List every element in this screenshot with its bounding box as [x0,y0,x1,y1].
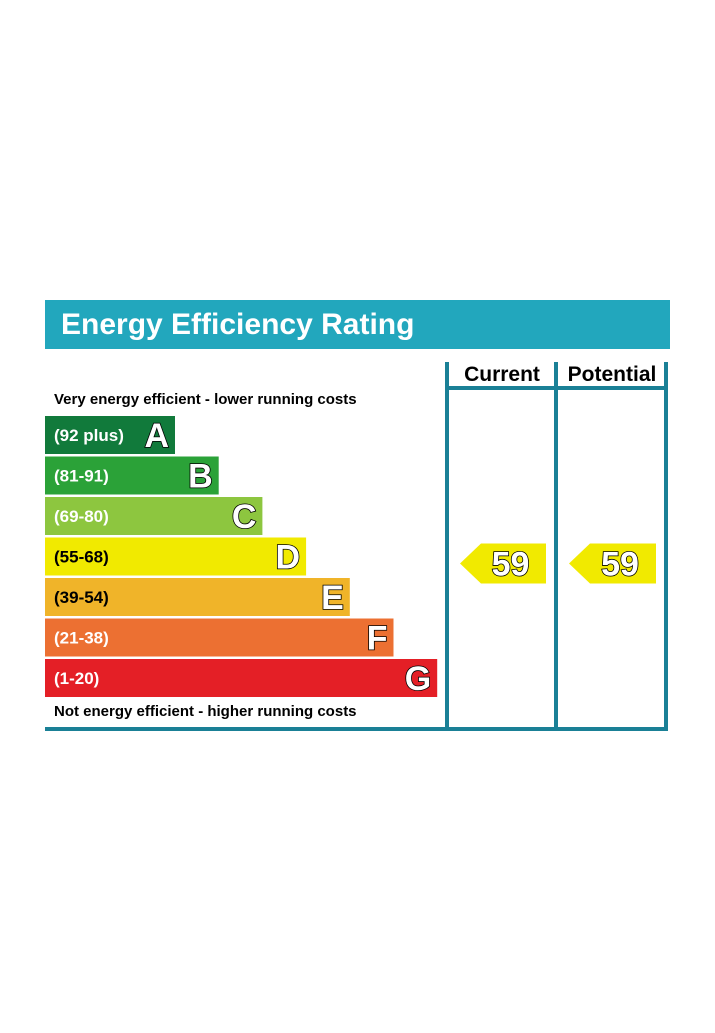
band-f-letter: F [367,620,388,658]
band-d-letter: D [276,539,301,577]
rating-bands: (92 plus) A (81-91) B (69-80) C (55-68) D (39-54… [45,416,438,699]
band-b-letter: B [188,458,213,496]
table-frame [45,362,668,731]
header-bar [45,300,670,349]
band-f-bar [45,618,394,657]
band-b-range: (81-91) [54,467,109,486]
band-c-letter: C [232,498,257,536]
current-arrow [460,543,546,584]
potential-column-header: Potential [568,363,657,386]
band-a-range: (92 plus) [54,426,124,445]
current-column-header: Current [464,363,540,386]
bottom-note: Not energy efficient - higher running co… [54,703,357,720]
rating-arrows: 59 59 [460,543,656,584]
band-d-bar [45,537,307,576]
band-d-range: (55-68) [54,548,109,567]
band-f-range: (21-38) [54,629,109,648]
current-score: 59 [492,546,530,584]
band-e-letter: E [321,579,344,617]
band-c-range: (69-80) [54,507,109,526]
band-g-letter: G [405,660,431,698]
band-b-bar [45,456,219,495]
potential-arrow [569,543,656,584]
band-g-bar [45,659,438,697]
band-a-bar [45,416,175,454]
band-a-letter: A [144,417,169,455]
potential-score: 59 [601,546,639,584]
band-g-range: (1-20) [54,669,99,688]
band-c-bar [45,497,263,535]
chart-title: Energy Efficiency Rating [61,308,414,341]
band-e-bar [45,578,350,616]
top-note: Very energy efficient - lower running co… [54,391,357,408]
band-e-range: (39-54) [54,588,109,607]
